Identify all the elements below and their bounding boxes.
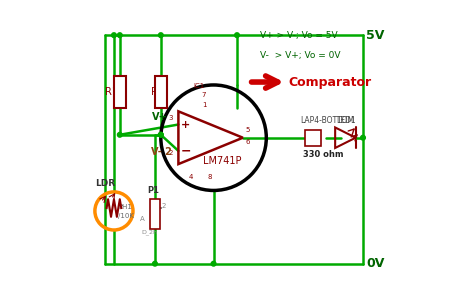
Text: V+: V+	[152, 112, 168, 122]
Circle shape	[361, 135, 365, 140]
Circle shape	[158, 132, 163, 137]
Text: 4: 4	[189, 174, 193, 180]
Circle shape	[235, 33, 239, 38]
Text: Comparator: Comparator	[288, 76, 372, 88]
Text: LM741P: LM741P	[203, 156, 242, 166]
Text: 330 ohm: 330 ohm	[303, 150, 344, 159]
Text: +: +	[181, 120, 191, 130]
Text: 6: 6	[246, 139, 250, 144]
Text: /10K: /10K	[118, 213, 134, 219]
Text: 3: 3	[168, 115, 173, 121]
Text: V- 2: V- 2	[151, 147, 172, 157]
Text: PH1: PH1	[118, 205, 132, 210]
Text: V+ > V-; Vo = 5V: V+ > V-; Vo = 5V	[260, 31, 338, 40]
Text: D_2h: D_2h	[141, 229, 157, 235]
Text: 0V: 0V	[366, 257, 384, 270]
Text: 7: 7	[202, 92, 206, 98]
Text: V-  > V+; Vo = 0V: V- > V+; Vo = 0V	[260, 51, 341, 60]
FancyBboxPatch shape	[155, 76, 167, 108]
Text: LED1: LED1	[337, 116, 356, 125]
Text: A: A	[140, 216, 145, 222]
Circle shape	[118, 132, 122, 137]
Text: 5: 5	[246, 127, 250, 133]
Circle shape	[158, 132, 163, 137]
Circle shape	[118, 33, 122, 38]
Circle shape	[211, 261, 216, 266]
FancyBboxPatch shape	[150, 199, 160, 229]
Circle shape	[153, 261, 157, 266]
Text: 2: 2	[162, 203, 166, 209]
Circle shape	[158, 33, 163, 38]
Text: 2: 2	[168, 150, 173, 156]
FancyBboxPatch shape	[305, 130, 321, 146]
Text: P1: P1	[147, 186, 160, 195]
Text: 5V: 5V	[366, 29, 384, 42]
Text: R1: R1	[105, 87, 118, 97]
Text: IC1: IC1	[193, 83, 204, 89]
Text: 8: 8	[208, 174, 212, 180]
Circle shape	[111, 33, 116, 38]
Text: 1: 1	[202, 102, 206, 108]
Text: −: −	[181, 144, 191, 157]
Text: LDR: LDR	[95, 179, 115, 188]
FancyBboxPatch shape	[114, 76, 126, 108]
Text: LAP4-BOTTOM: LAP4-BOTTOM	[300, 116, 354, 125]
Text: R2: R2	[151, 87, 164, 97]
